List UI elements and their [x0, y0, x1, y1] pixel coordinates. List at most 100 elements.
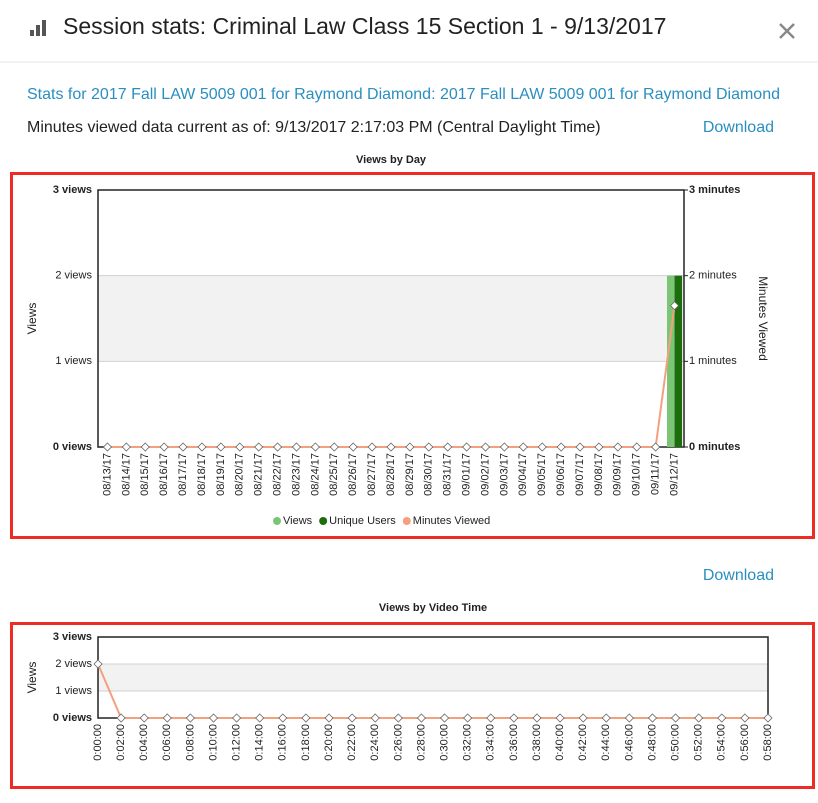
bar [674, 275, 683, 447]
point-marker [555, 713, 565, 723]
x-tick-label: 08/20/17 [234, 453, 246, 496]
grid-band [98, 664, 768, 691]
point-marker [255, 713, 265, 723]
point-marker [578, 713, 588, 723]
y-tick-label: 0 views [53, 441, 92, 453]
x-tick-label: 0:42:00 [577, 724, 589, 761]
point-marker [424, 442, 434, 452]
x-tick-label: 08/19/17 [215, 453, 227, 496]
x-tick-label: 0:32:00 [462, 724, 474, 761]
stats-icon [30, 20, 46, 36]
x-tick-label: 09/09/17 [612, 453, 624, 496]
point-marker [694, 713, 704, 723]
point-marker [443, 442, 453, 452]
point-marker [208, 713, 219, 723]
point-marker [717, 713, 727, 723]
chart-title: Views by Video Time [379, 602, 487, 614]
y-tick-label: 1 views [55, 685, 92, 697]
point-marker [393, 713, 403, 723]
x-tick-label: 09/02/17 [479, 453, 491, 496]
x-tick-label: 0:24:00 [369, 724, 381, 761]
point-marker [235, 442, 245, 452]
x-tick-label: 09/03/17 [498, 453, 510, 496]
point-marker [463, 713, 473, 723]
y2-tick-label: 3 minutes [689, 184, 740, 196]
point-marker [121, 442, 131, 452]
current-as-of: Minutes viewed data current as of: 9/13/… [27, 119, 601, 136]
x-tick-label: 0:10:00 [207, 724, 219, 761]
x-tick-label: 0:54:00 [716, 724, 728, 761]
point-marker [613, 442, 623, 452]
download-link[interactable]: Download [703, 567, 774, 584]
bar [666, 275, 675, 447]
legend-label: Views [283, 515, 313, 527]
point-marker [509, 713, 519, 723]
point-marker [669, 301, 680, 311]
y2-axis-label: Minutes Viewed [756, 276, 770, 361]
x-tick-label: 08/25/17 [328, 453, 340, 496]
point-marker [273, 442, 283, 452]
x-tick-label: 09/12/17 [668, 453, 680, 496]
x-tick-label: 0:02:00 [115, 724, 127, 761]
legend-label: Minutes Viewed [413, 515, 490, 527]
x-tick-label: 08/16/17 [158, 453, 170, 496]
x-tick-label: 08/31/17 [442, 453, 454, 496]
x-tick-label: 0:50:00 [669, 724, 681, 761]
point-marker [232, 713, 242, 723]
legend-marker [319, 517, 328, 525]
x-tick-label: 08/29/17 [404, 453, 416, 496]
x-tick-label: 0:40:00 [554, 724, 566, 761]
x-tick-label: 0:36:00 [508, 724, 520, 761]
point-marker [139, 713, 149, 723]
x-tick-label: 0:30:00 [438, 724, 450, 761]
x-tick-label: 0:00:00 [92, 724, 104, 761]
x-tick-label: 08/22/17 [271, 453, 283, 496]
y-tick-label: 3 views [53, 184, 92, 196]
point-marker [347, 713, 357, 723]
point-marker [575, 442, 585, 452]
y2-tick-label: 0 minutes [689, 441, 740, 453]
x-tick-label: 09/05/17 [536, 453, 548, 496]
point-marker [93, 659, 103, 669]
point-marker [537, 442, 547, 452]
point-marker [301, 713, 311, 723]
point-marker [197, 442, 207, 452]
x-tick-label: 0:16:00 [277, 724, 289, 761]
point-marker [416, 713, 427, 723]
x-tick-label: 09/04/17 [517, 453, 529, 496]
y-axis-label: Views [25, 662, 39, 694]
x-tick-label: 0:06:00 [161, 724, 173, 761]
point-marker [324, 713, 334, 723]
point-marker [651, 442, 661, 452]
point-marker [162, 713, 172, 723]
x-tick-label: 0:18:00 [300, 724, 312, 761]
x-tick-label: 0:04:00 [138, 724, 150, 761]
point-marker [348, 442, 358, 452]
point-marker [254, 442, 264, 452]
legend-label: Unique Users [329, 515, 396, 527]
point-marker [763, 713, 773, 723]
x-tick-label: 08/15/17 [139, 453, 151, 496]
grid-band [98, 275, 684, 362]
y-tick-label: 1 views [55, 355, 92, 367]
download-link[interactable]: Download [703, 119, 774, 136]
x-tick-label: 0:26:00 [392, 724, 404, 761]
x-tick-label: 08/24/17 [309, 453, 321, 496]
point-marker [532, 713, 542, 723]
x-tick-label: 0:14:00 [254, 724, 266, 761]
legend-marker [273, 517, 281, 525]
point-marker [671, 713, 681, 723]
x-tick-label: 08/26/17 [347, 453, 359, 496]
close-button[interactable] [779, 23, 795, 39]
point-marker [329, 442, 339, 452]
point-marker [439, 713, 450, 723]
x-tick-label: 08/30/17 [423, 453, 435, 496]
highlight-box [10, 172, 815, 539]
x-tick-label: 09/11/17 [650, 453, 662, 495]
y-tick-label: 3 views [53, 631, 92, 643]
x-tick-label: 08/21/17 [253, 453, 265, 496]
chart-title: Views by Day [356, 154, 427, 166]
stats-link[interactable]: Stats for 2017 Fall LAW 5009 001 for Ray… [27, 86, 780, 103]
point-marker [405, 442, 415, 452]
